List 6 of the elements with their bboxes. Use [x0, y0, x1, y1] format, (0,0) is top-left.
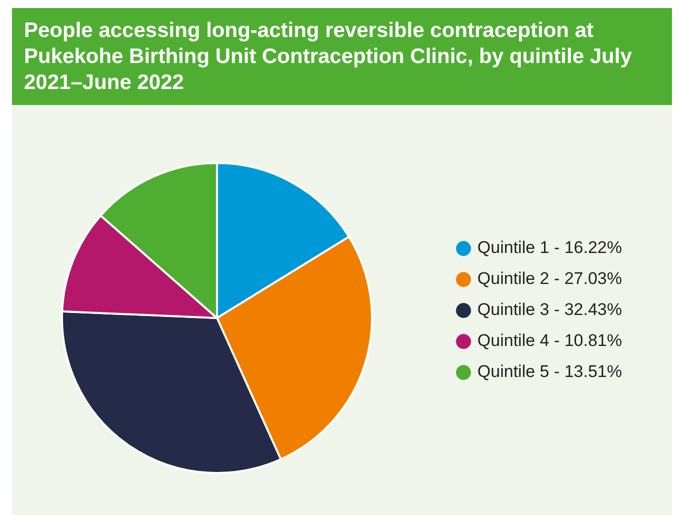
legend-label: Quintile 2 - 27.03%: [477, 268, 622, 288]
legend-label: Quintile 5 - 13.51%: [477, 362, 622, 380]
legend-label: Quintile 4 - 10.81%: [477, 330, 622, 350]
legend-label: Quintile 1 - 16.22%: [477, 238, 622, 256]
legend-label: Quintile 3 - 32.43%: [477, 300, 622, 318]
chart-title: People accessing long-acting reversible contraception at Pukekohe Birthing Unit Contraception Clinic, by quintile July 2021–June 2022: [12, 8, 672, 105]
